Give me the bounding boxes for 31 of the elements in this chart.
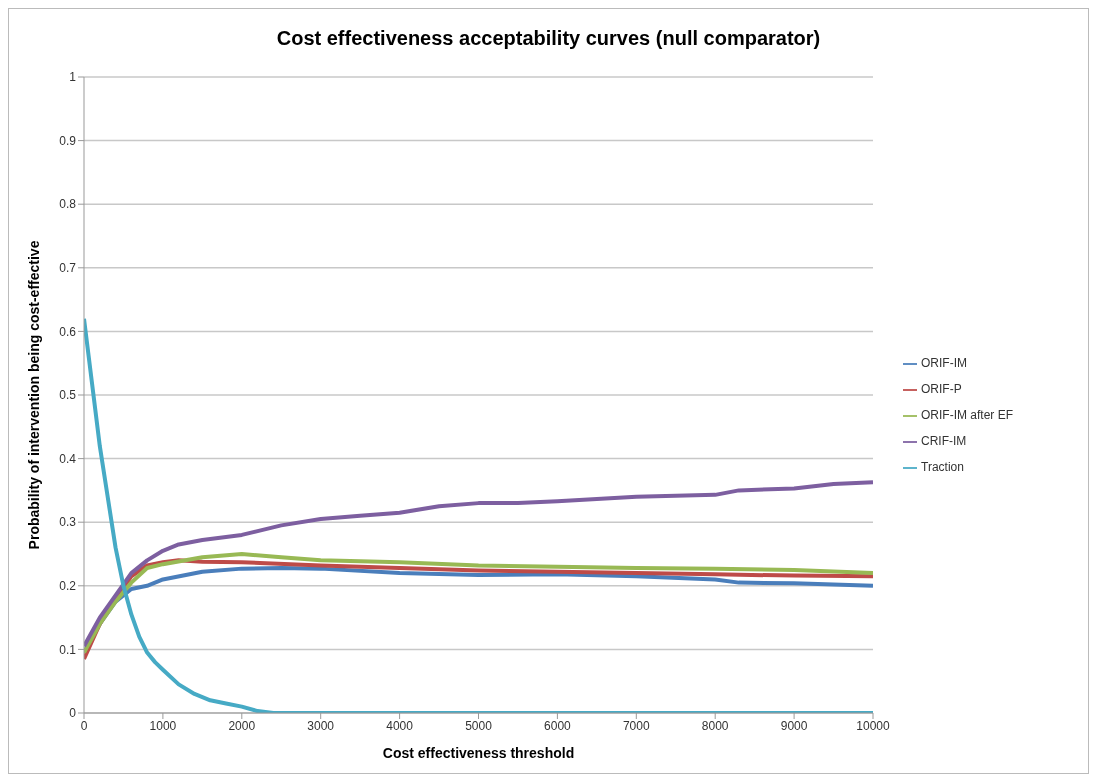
y-tick-label: 0.1 [59, 642, 77, 657]
y-tick-label: 1 [69, 70, 77, 85]
y-tick-label: 0 [69, 706, 77, 721]
y-tick-label: 0.8 [59, 197, 77, 212]
chart-title: Cost effectiveness acceptability curves (null comparator) [275, 26, 822, 51]
legend-label: CRIF-IM [921, 434, 967, 448]
y-tick-label: 0.6 [59, 324, 77, 339]
y-tick-label: 0.7 [59, 261, 77, 276]
x-tick-label: 7000 [622, 718, 650, 733]
y-tick-label: 0.2 [59, 579, 77, 594]
x-tick-label: 6000 [544, 718, 572, 733]
legend-label: Traction [921, 460, 964, 474]
legend-label: ORIF-IM [921, 356, 967, 370]
x-tick-label: 9000 [780, 718, 808, 733]
x-tick-label: 10000 [856, 718, 891, 733]
x-tick-label: 0 [80, 718, 88, 733]
x-tick-label: 3000 [307, 718, 335, 733]
legend-label: ORIF-P [921, 382, 962, 396]
x-tick-label: 8000 [701, 718, 729, 733]
y-tick-label: 0.4 [59, 451, 77, 466]
x-tick-label: 1000 [149, 718, 177, 733]
x-tick-label: 4000 [386, 718, 414, 733]
y-tick-label: 0.3 [59, 515, 77, 530]
x-tick-label: 5000 [465, 718, 493, 733]
line-series [84, 480, 873, 649]
y-tick-label: 0.5 [59, 388, 77, 403]
legend-label: ORIF-IM after EF [921, 408, 1014, 422]
x-axis-title: Cost effectiveness threshold [382, 745, 575, 761]
y-tick-label: 0.9 [59, 133, 77, 148]
y-axis-title: Probability of intervention being cost-effective [25, 240, 42, 550]
x-tick-label: 2000 [228, 718, 256, 733]
